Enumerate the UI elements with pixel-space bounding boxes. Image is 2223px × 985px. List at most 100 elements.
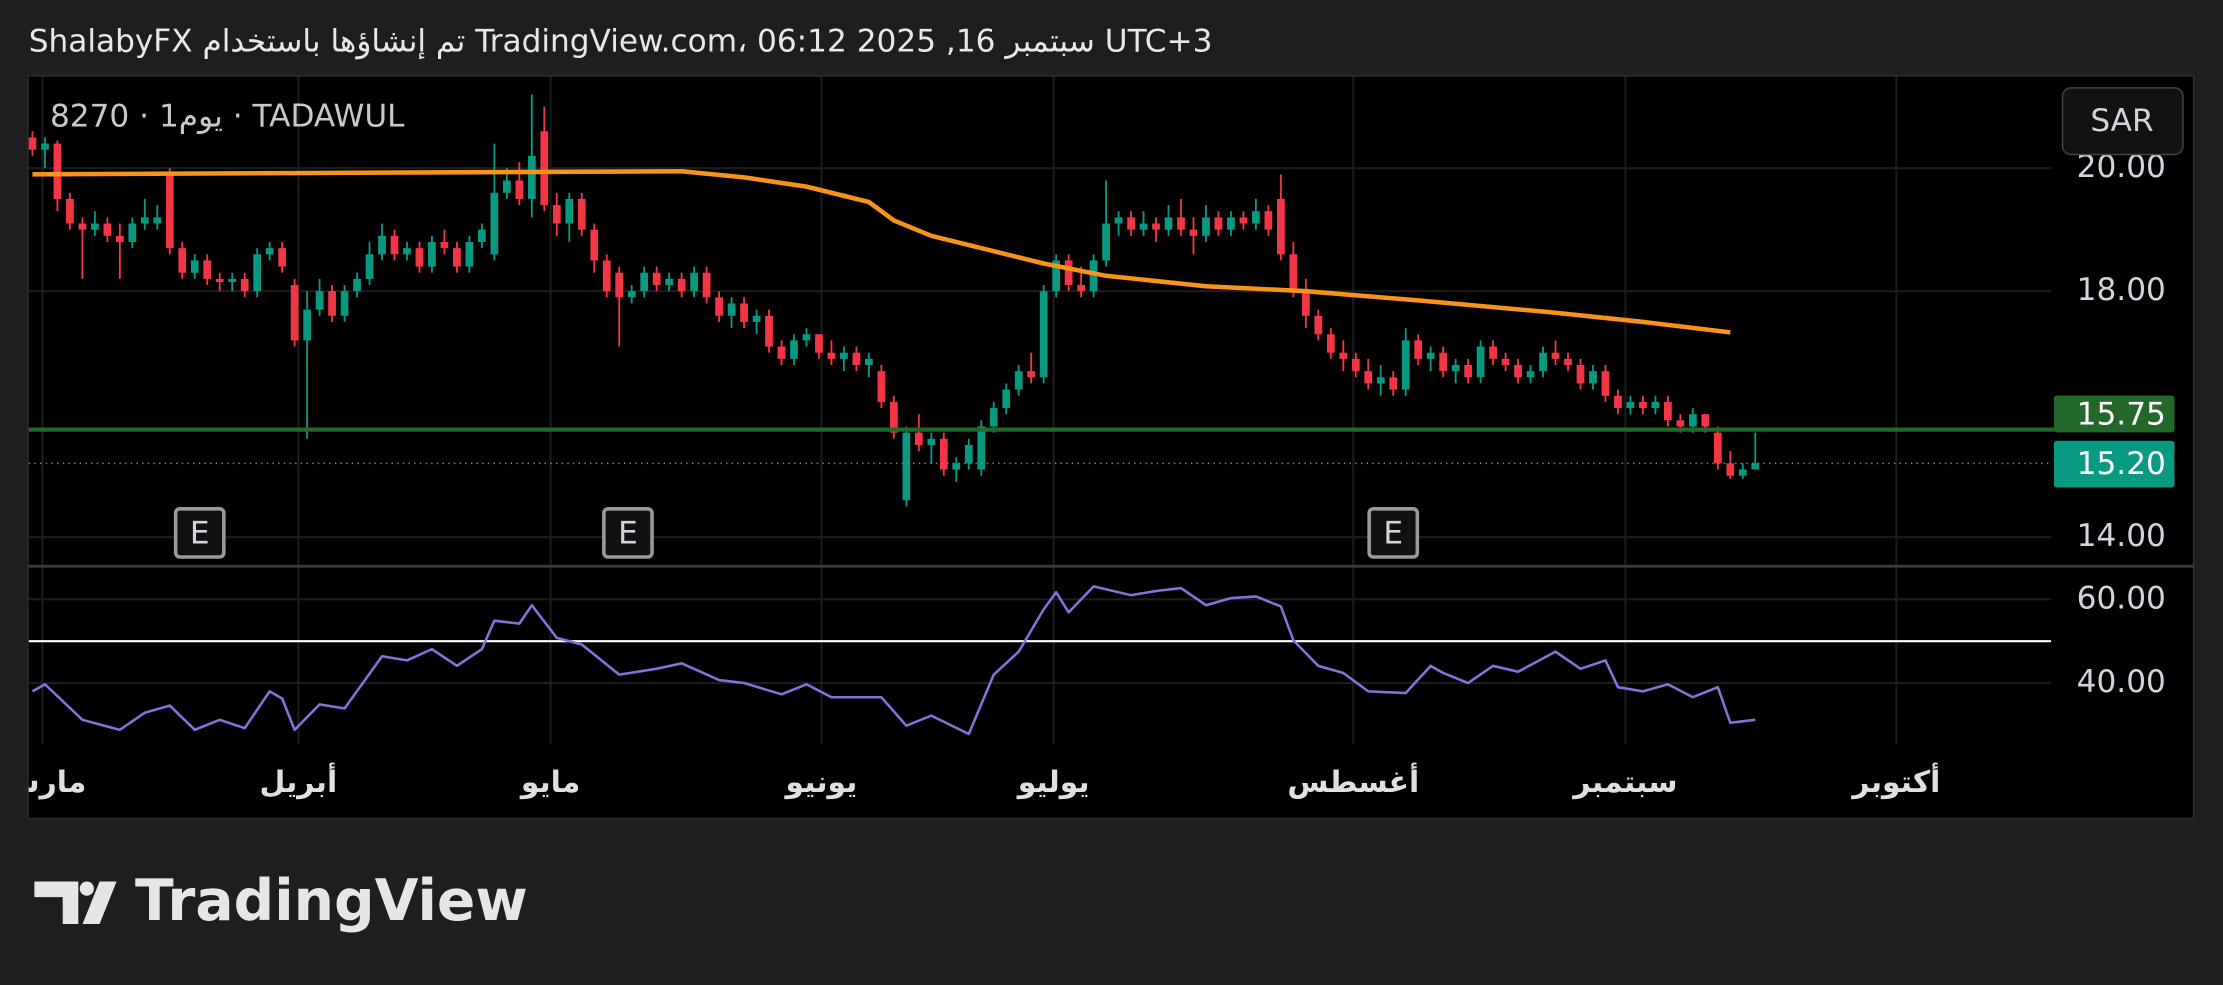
candle-body [115, 235, 124, 242]
candle-body [1314, 315, 1323, 335]
rsi-tick-label: 60.00 [2077, 580, 2166, 616]
x-tick-label: يونيو [784, 765, 858, 800]
candle-body [865, 358, 873, 365]
candle-body [1688, 414, 1697, 427]
candle-body [540, 131, 549, 206]
rsi-tick-label: 40.00 [2077, 664, 2166, 700]
candle-body [1389, 377, 1398, 390]
candle-body [1439, 352, 1448, 372]
candle-body [265, 248, 274, 255]
candle-body [1564, 358, 1572, 365]
x-tick-label: أكتوبر [1850, 762, 1940, 800]
event-marker [1367, 507, 1420, 559]
currency-button[interactable] [2061, 87, 2184, 156]
candle-body [215, 278, 224, 282]
candle-body [1364, 371, 1373, 384]
candle-body [840, 352, 848, 359]
candle-body [1639, 401, 1647, 409]
candle-body [1102, 223, 1110, 261]
candle-body [1177, 217, 1185, 230]
y-tick-label: 14.00 [2077, 518, 2166, 554]
candle-body [1751, 463, 1760, 470]
candle-body [1601, 371, 1610, 396]
candle-body [315, 291, 324, 310]
candle-body [802, 334, 811, 341]
candle-body [1626, 401, 1635, 409]
candle-body [627, 291, 636, 298]
candle-body [1551, 352, 1560, 359]
candle-body [1738, 469, 1747, 476]
candle-body [852, 352, 861, 365]
candle-body [527, 155, 536, 199]
candle-body [253, 254, 262, 292]
candle-body [652, 272, 661, 286]
candle-body [615, 272, 624, 298]
candle-body [977, 426, 986, 470]
event-marker [173, 507, 226, 559]
candle-body [1301, 291, 1310, 316]
candle-body [228, 278, 237, 282]
candle-body [1264, 211, 1273, 230]
candle-body [415, 248, 424, 267]
candle-body [1401, 340, 1410, 390]
candle-body [165, 174, 174, 249]
candle-body [78, 223, 87, 230]
candle-body [1351, 358, 1360, 372]
candle-body [502, 180, 511, 193]
last-price-label: 15.20 [2077, 446, 2166, 482]
candle-body [53, 143, 62, 199]
candle-body [1501, 358, 1510, 365]
candle-body [964, 444, 973, 464]
candle-body [677, 278, 686, 292]
candle-body [1326, 334, 1335, 353]
currency-label[interactable]: SAR [2090, 103, 2153, 139]
candle-body [727, 303, 736, 316]
candle-body [465, 241, 474, 267]
candle-body [140, 217, 149, 224]
candle-body [365, 254, 374, 279]
event-marker [602, 507, 654, 559]
candle-body [353, 278, 361, 292]
candle-body [1127, 217, 1135, 230]
last-price-box [2053, 440, 2175, 488]
candle-body [1464, 364, 1473, 378]
x-tick-label: سبتمبر [1571, 765, 1677, 800]
candle-body [602, 260, 611, 292]
candle-body [939, 438, 948, 470]
candle-body [690, 272, 698, 292]
candle-body [640, 272, 649, 292]
candle-body [390, 235, 399, 255]
brand-name: TradingView [135, 868, 528, 934]
candle-body [1014, 371, 1023, 390]
candle-body [478, 229, 486, 242]
event-label: E [190, 515, 210, 551]
candle-body [752, 315, 761, 322]
candle-body [41, 143, 49, 150]
y-tick-label: 18.00 [2077, 272, 2166, 308]
price-level-box [2053, 395, 2175, 433]
x-tick-label: أغسطس [1287, 762, 1419, 800]
candle-body [190, 260, 199, 273]
candle-body [1576, 364, 1585, 384]
candle-body [1289, 254, 1298, 292]
candle-body [902, 432, 911, 501]
candle-body [1713, 432, 1722, 464]
candle-body [952, 463, 961, 470]
candle-body [1052, 260, 1061, 292]
candle-body [1002, 389, 1011, 409]
candle-body [1027, 371, 1036, 378]
chart-panel [27, 75, 2195, 820]
candle-body [765, 315, 773, 347]
candle-body [715, 297, 723, 316]
candle-body [1489, 346, 1497, 359]
price-level-label: 15.75 [2077, 396, 2166, 432]
candle-body [128, 223, 137, 242]
candle-body [1227, 217, 1235, 230]
candle-body [1164, 217, 1173, 230]
candle-body [378, 235, 386, 255]
candle-body [28, 137, 37, 150]
candle-body [1426, 352, 1435, 359]
